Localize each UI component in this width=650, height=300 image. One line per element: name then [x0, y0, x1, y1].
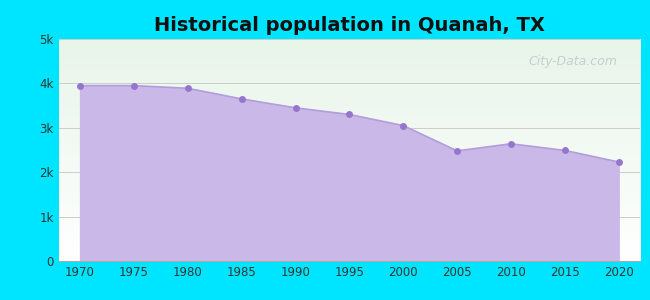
Point	[398, 123, 408, 128]
Point	[344, 112, 355, 117]
Point	[452, 148, 462, 153]
Point	[291, 105, 301, 110]
Point	[506, 141, 516, 146]
Point	[560, 148, 570, 153]
Point	[129, 83, 139, 88]
Point	[183, 86, 193, 91]
Text: City-Data.com: City-Data.com	[528, 55, 617, 68]
Point	[614, 160, 624, 164]
Point	[237, 97, 247, 101]
Point	[75, 83, 85, 88]
Title: Historical population in Quanah, TX: Historical population in Quanah, TX	[154, 16, 545, 35]
